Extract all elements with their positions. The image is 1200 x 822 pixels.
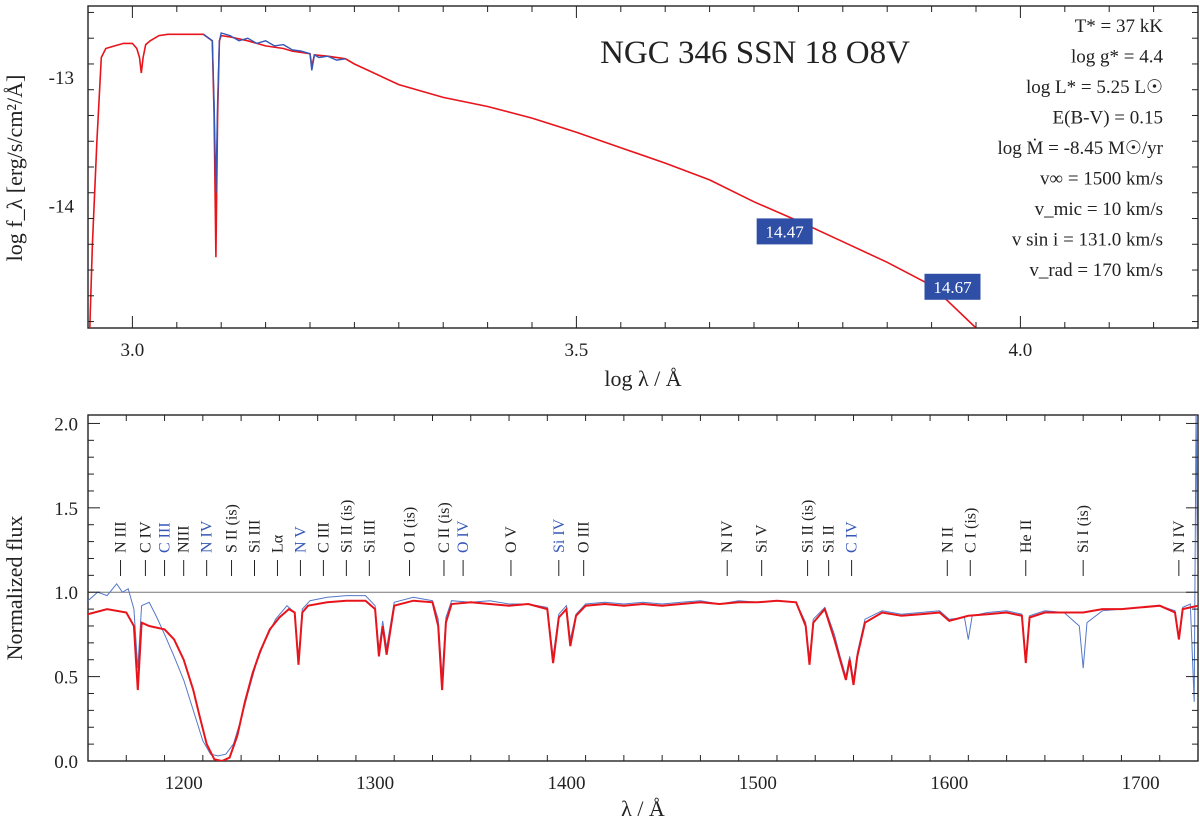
spectrum-y-tick-label: 1.0 bbox=[54, 583, 78, 604]
spectrum-series-1 bbox=[88, 415, 1198, 757]
sed-series-1 bbox=[202, 32, 346, 193]
line-id-label: Si II bbox=[821, 525, 838, 553]
spectrum-x-tick-label: 1500 bbox=[739, 773, 777, 794]
line-id-label: Si II (is) bbox=[338, 500, 355, 553]
spectrum-x-tick-label: 1600 bbox=[930, 773, 968, 794]
stellar-parameter: v_rad = 170 km/s bbox=[1029, 260, 1163, 281]
line-id-label: Si II (is) bbox=[800, 500, 817, 553]
spectrum-x-tick-label: 1400 bbox=[547, 773, 585, 794]
line-id-label: NIII bbox=[176, 525, 193, 553]
sed-x-axis-title: log λ / Å bbox=[604, 366, 681, 391]
line-id-label: N IV bbox=[719, 520, 736, 553]
spectrum-y-tick-label: 0.5 bbox=[54, 668, 78, 689]
photometry-label: 14.47 bbox=[766, 222, 805, 241]
sed-y-tick-label: -14 bbox=[49, 197, 75, 218]
sed-y-axis-title: log f_λ [erg/s/cm²/Å] bbox=[2, 75, 27, 262]
line-id-label: C I (is) bbox=[962, 508, 979, 553]
sed-photometry-markers: 14.47 14.67 bbox=[756, 218, 981, 300]
spectrum-series-0 bbox=[88, 599, 1198, 761]
sed-x-tick-label: 4.0 bbox=[1009, 340, 1033, 361]
sed-x-tick-label: 3.0 bbox=[121, 340, 145, 361]
line-id-label: Si IV bbox=[551, 518, 568, 553]
line-id-label: N II bbox=[939, 527, 956, 553]
sed-ticks: 3.0 3.5 4.0 -13 -14 bbox=[49, 6, 1199, 361]
line-id-label: C II (is) bbox=[436, 502, 453, 553]
line-id-label: Si III bbox=[247, 520, 264, 553]
spectrum-y-tick-label: 2.0 bbox=[54, 414, 78, 435]
photometry-box bbox=[924, 273, 981, 300]
stellar-parameter: log g* = 4.4 bbox=[1071, 47, 1163, 68]
line-id-label: Si V bbox=[754, 524, 771, 553]
line-id-label: S II (is) bbox=[224, 504, 241, 553]
line-id-label: N IV bbox=[1171, 520, 1188, 553]
normalized-spectrum-panel: 1200 1300 1400 1500 1600 17000.00.51.01.52.0 … bbox=[2, 414, 1199, 821]
spectrum-x-axis-title: λ / Å bbox=[621, 796, 665, 821]
sed-series-0 bbox=[89, 33, 977, 328]
line-id-label: Si III bbox=[361, 520, 378, 553]
line-id-label: O I (is) bbox=[402, 507, 419, 553]
line-id-label: C IV bbox=[844, 521, 861, 553]
spectrum-ticks: 1200 1300 1400 1500 1600 1700 0.0 0.5 1.0 1.5 2.0 bbox=[54, 414, 1199, 794]
stellar-parameter: log Ṁ = -8.45 M☉/yr bbox=[998, 138, 1164, 159]
line-id-label: He II bbox=[1018, 520, 1035, 553]
stellar-parameter: T* = 37 kK bbox=[1075, 16, 1164, 37]
spectrum-y-axis-title: Normalized flux bbox=[2, 516, 27, 661]
stellar-parameter: v_mic = 10 km/s bbox=[1035, 199, 1163, 220]
spectrum-x-tick-label: 1700 bbox=[1122, 773, 1160, 794]
line-id-label: O V bbox=[503, 526, 520, 553]
stellar-parameters: T* = 37 kK log g* = 4.4 log L* = 5.25 L☉ E(… bbox=[998, 16, 1164, 281]
line-id-label: C III bbox=[315, 522, 332, 553]
line-id-label: O IV bbox=[455, 520, 472, 553]
spectrum-x-tick-label: 1200 bbox=[165, 773, 203, 794]
stellar-parameter: E(B-V) = 0.15 bbox=[1053, 108, 1163, 129]
spectrum-y-tick-label: 1.5 bbox=[54, 499, 78, 520]
sed-y-tick-label: -13 bbox=[49, 68, 74, 89]
line-id-label: N V bbox=[292, 526, 309, 553]
sed-panel: 3.0 3.5 4.0 -13 -14 14.47 14.67 NGC 346 SSN 1… bbox=[2, 5, 1199, 391]
line-id-label: N III bbox=[113, 521, 130, 553]
spectrum-frame bbox=[87, 414, 1199, 762]
stellar-parameter: v sin i = 131.0 km/s bbox=[1012, 230, 1163, 251]
line-id-label: Lα bbox=[269, 534, 286, 553]
photometry-label: 14.67 bbox=[933, 278, 972, 297]
line-id-label: Si I (is) bbox=[1075, 505, 1092, 553]
spectrum-y-tick-label: 0.0 bbox=[54, 752, 78, 773]
stellar-parameter: v∞ = 1500 km/s bbox=[1040, 169, 1163, 190]
sed-plot-area bbox=[89, 32, 977, 328]
line-id-label: C III bbox=[157, 522, 174, 553]
stellar-parameter: log L* = 5.25 L☉ bbox=[1026, 77, 1163, 98]
spectrum-plot-area bbox=[88, 415, 1198, 761]
sed-x-tick-label: 3.5 bbox=[565, 340, 589, 361]
line-id-label: O III bbox=[576, 521, 593, 553]
photometry-box bbox=[756, 218, 813, 245]
line-identifications: N III C IV C III NIII N IV S II (is) Si III Lα N… bbox=[113, 500, 1188, 576]
line-id-label: N IV bbox=[199, 520, 216, 553]
spectrum-x-tick-label: 1300 bbox=[356, 773, 394, 794]
chart-title: NGC 346 SSN 18 O8V bbox=[600, 35, 910, 71]
line-id-label: C IV bbox=[137, 521, 154, 553]
